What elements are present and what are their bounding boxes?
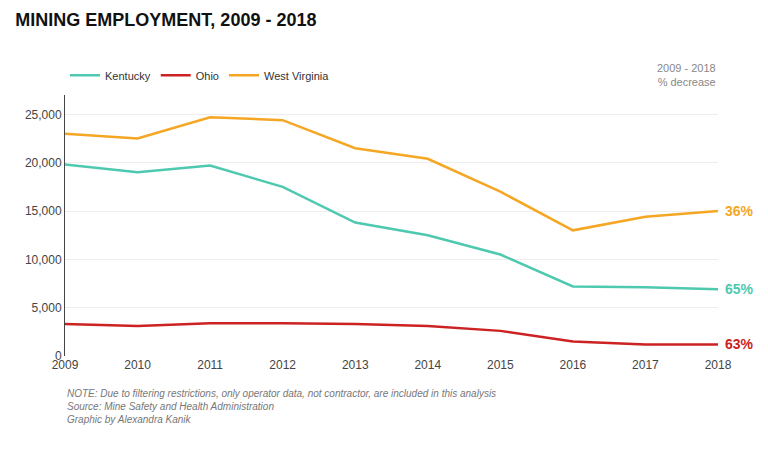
- svg-text:2009 - 2018% decrease: 2009 - 2018% decrease: [657, 62, 716, 88]
- svg-text:2013: 2013: [342, 358, 369, 372]
- svg-text:10,000: 10,000: [25, 253, 62, 267]
- svg-text:Kentucky: Kentucky: [105, 70, 151, 82]
- svg-text:63%: 63%: [725, 336, 754, 352]
- svg-text:15,000: 15,000: [25, 204, 62, 218]
- svg-text:2009: 2009: [52, 358, 79, 372]
- svg-text:2011: 2011: [197, 358, 223, 372]
- svg-text:2012: 2012: [269, 358, 296, 372]
- svg-text:2015: 2015: [487, 358, 514, 372]
- svg-text:NOTE: Due to filtering restric: NOTE: Due to filtering restrictions, onl…: [67, 388, 496, 425]
- svg-text:2014: 2014: [414, 358, 441, 372]
- svg-text:20,000: 20,000: [25, 156, 62, 170]
- svg-text:5,000: 5,000: [32, 301, 62, 315]
- svg-text:36%: 36%: [725, 203, 754, 219]
- svg-text:2010: 2010: [124, 358, 151, 372]
- svg-text:0: 0: [55, 349, 62, 363]
- svg-text:West Virginia: West Virginia: [264, 70, 329, 82]
- svg-text:MINING EMPLOYMENT, 2009 - 2018: MINING EMPLOYMENT, 2009 - 2018: [15, 10, 316, 30]
- svg-text:65%: 65%: [725, 281, 754, 297]
- svg-text:2018: 2018: [705, 358, 732, 372]
- svg-text:25,000: 25,000: [25, 108, 62, 122]
- svg-text:2017: 2017: [632, 358, 659, 372]
- svg-text:Ohio: Ohio: [196, 70, 219, 82]
- svg-text:2016: 2016: [560, 358, 587, 372]
